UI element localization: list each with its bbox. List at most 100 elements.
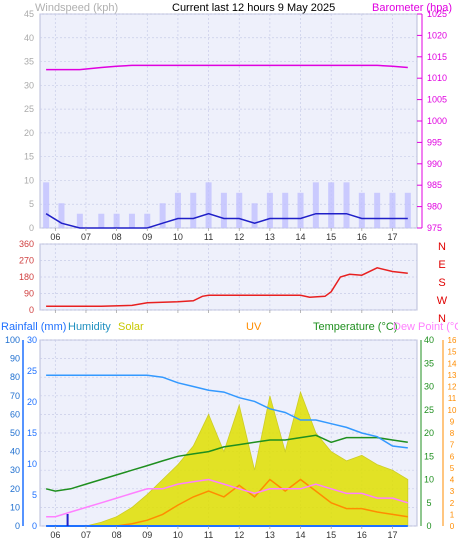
x-tick-label: 11 (204, 232, 213, 242)
uv-tick-label: 14 (448, 359, 457, 368)
x-tick-label: 10 (173, 530, 183, 540)
windspeed-tick-label: 25 (24, 104, 34, 114)
temperature-tick-label: 20 (424, 428, 434, 438)
temperature-line (45, 434, 408, 492)
x-tick-label: 08 (112, 232, 122, 242)
barometer-tick-label: 990 (427, 159, 442, 169)
humidity-line (46, 374, 408, 449)
gust-bar (374, 192, 381, 228)
windspeed-tick-label: 0 (29, 223, 34, 233)
direction-tick-label: 360 (19, 239, 34, 249)
uv-tick-label: 12 (448, 383, 457, 392)
barometer-tick-label: 1020 (427, 30, 447, 40)
x-tick-label: 12 (234, 530, 244, 540)
direction-tick-label: 0 (29, 305, 34, 315)
gust-bar (343, 182, 350, 228)
uv-tick-label: 15 (448, 348, 457, 357)
gust-bar (113, 213, 120, 228)
dewpoint-line (46, 478, 409, 518)
humidity-tick-label: 80 (10, 372, 20, 382)
windspeed-tick-label: 30 (24, 80, 34, 90)
barometer-tick-label: 995 (427, 137, 442, 147)
gust-bar (58, 203, 65, 228)
rain-tick-label: 15 (27, 428, 37, 438)
x-tick-label: 09 (142, 232, 152, 242)
x-tick-label: 14 (296, 232, 306, 242)
gust-bar (282, 192, 289, 228)
uv-tick-label: 10 (448, 406, 457, 415)
windspeed-line (45, 212, 408, 229)
barometer-tick-label: 1005 (427, 95, 447, 105)
gust-bar (98, 213, 105, 228)
x-tick-label: 11 (204, 530, 213, 540)
gust-bar (358, 192, 365, 228)
uv-tick-label: 0 (450, 522, 455, 531)
gust-bar (312, 182, 319, 228)
uv-tick-label: 7 (450, 441, 455, 450)
humidity-tick-label: 50 (10, 428, 20, 438)
data-layer (43, 64, 411, 527)
direction-tick-label: 180 (19, 272, 34, 282)
legend-temperature: Temperature (°C) (313, 321, 397, 333)
direction-letter: N (438, 241, 446, 253)
rain-tick-label: 25 (27, 366, 37, 376)
x-tick-label: 06 (50, 232, 60, 242)
x-tick-label: 10 (173, 232, 183, 242)
temperature-tick-label: 35 (424, 358, 434, 368)
humidity-tick-label: 40 (10, 447, 20, 457)
legend-rainfall: Rainfall (mm) (1, 321, 66, 333)
windspeed-tick-label: 40 (24, 33, 34, 43)
barometer-tick-label: 975 (427, 223, 442, 233)
uv-tick-label: 5 (450, 464, 455, 473)
barometer-tick-label: 1015 (427, 52, 447, 62)
gust-bar (159, 203, 166, 228)
x-tick-label: 17 (387, 232, 397, 242)
x-tick-label: 16 (357, 530, 367, 540)
legend-dewpoint: Dew Point (°C (393, 321, 458, 333)
temperature-tick-label: 10 (424, 475, 434, 485)
humidity-tick-label: 0 (15, 521, 20, 531)
barometer-tick-label: 980 (427, 202, 442, 212)
temperature-tick-label: 25 (424, 405, 434, 415)
windspeed-tick-label: 45 (24, 9, 34, 19)
windspeed-tick-label: 10 (24, 175, 34, 185)
humidity-tick-label: 100 (5, 335, 20, 345)
gust-bar (220, 192, 227, 228)
temperature-tick-label: 30 (424, 382, 434, 392)
humidity-tick-label: 10 (10, 502, 20, 512)
direction-tick-label: 270 (19, 256, 34, 266)
temperature-tick-label: 0 (426, 521, 431, 531)
gust-bar (266, 192, 273, 228)
gust-bar (389, 192, 396, 228)
humidity-tick-label: 20 (10, 484, 20, 494)
x-tick-label: 17 (387, 530, 397, 540)
barometer-tick-label: 1010 (427, 73, 447, 83)
uv-tick-label: 8 (450, 429, 455, 438)
gust-bar (251, 203, 258, 228)
x-tick-label: 08 (112, 530, 122, 540)
windspeed-tick-label: 20 (24, 128, 34, 138)
direction-line (46, 267, 408, 308)
legend-uv: UV (246, 321, 262, 333)
barometer-axis-title: Barometer (hpa) (372, 2, 452, 14)
rain-tick-label: 20 (27, 397, 37, 407)
barometer-line (46, 64, 408, 71)
windspeed-tick-label: 35 (24, 57, 34, 67)
x-tick-label: 14 (296, 530, 306, 540)
gust-bar (328, 182, 335, 228)
rain-tick-label: 0 (32, 521, 37, 531)
x-tick-label: 06 (50, 530, 60, 540)
gust-bar (144, 213, 151, 228)
uv-tick-label: 2 (450, 499, 455, 508)
humidity-tick-label: 70 (10, 391, 20, 401)
uv-tick-label: 11 (448, 394, 457, 403)
direction-letter: E (438, 259, 445, 271)
direction-tick-label: 90 (24, 289, 34, 299)
uv-tick-label: 16 (448, 336, 457, 345)
rain-tick-label: 30 (27, 335, 37, 345)
gust-bar (190, 192, 197, 228)
direction-letter: W (437, 295, 448, 307)
uv-tick-label: 9 (450, 417, 455, 426)
